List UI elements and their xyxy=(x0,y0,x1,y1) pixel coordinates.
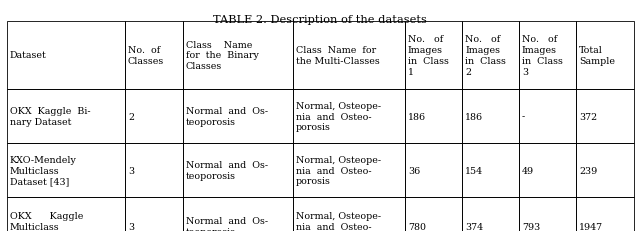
Bar xyxy=(7,22,125,90)
Bar xyxy=(125,197,183,231)
Text: 3: 3 xyxy=(128,222,134,231)
Bar xyxy=(405,22,462,90)
Text: 1947: 1947 xyxy=(579,222,603,231)
Bar xyxy=(405,197,462,231)
Bar xyxy=(183,197,293,231)
Bar xyxy=(576,22,634,90)
Text: KXO-Mendely
Multiclass
Dataset [43]: KXO-Mendely Multiclass Dataset [43] xyxy=(10,155,77,185)
Text: Class    Name
for  the  Binary
Classes: Class Name for the Binary Classes xyxy=(186,41,259,71)
Text: No.   of
Images
in  Class
1: No. of Images in Class 1 xyxy=(408,35,449,76)
Text: 186: 186 xyxy=(408,112,426,121)
Text: 2: 2 xyxy=(128,112,134,121)
Bar xyxy=(405,143,462,197)
Bar xyxy=(576,143,634,197)
Text: OKX  Kaggle  Bi-
nary Dataset: OKX Kaggle Bi- nary Dataset xyxy=(10,107,91,126)
Bar xyxy=(293,197,405,231)
Bar xyxy=(519,143,576,197)
Bar xyxy=(462,90,519,143)
Text: Class  Name  for
the Multi-Classes: Class Name for the Multi-Classes xyxy=(296,46,380,66)
Bar xyxy=(405,90,462,143)
Bar xyxy=(125,90,183,143)
Bar xyxy=(7,197,125,231)
Bar xyxy=(183,90,293,143)
Text: 186: 186 xyxy=(465,112,483,121)
Text: Normal  and  Os-
teoporosis: Normal and Os- teoporosis xyxy=(186,161,268,180)
Bar xyxy=(125,143,183,197)
Bar xyxy=(462,22,519,90)
Text: 49: 49 xyxy=(522,166,534,175)
Bar xyxy=(7,90,125,143)
Text: Normal  and  Os-
teoporosis: Normal and Os- teoporosis xyxy=(186,216,268,231)
Bar xyxy=(293,90,405,143)
Bar xyxy=(576,90,634,143)
Text: No.   of
Images
in  Class
3: No. of Images in Class 3 xyxy=(522,35,563,76)
Bar xyxy=(183,22,293,90)
Text: 36: 36 xyxy=(408,166,420,175)
Text: 780: 780 xyxy=(408,222,426,231)
Bar xyxy=(462,197,519,231)
Bar xyxy=(183,143,293,197)
Bar xyxy=(7,143,125,197)
Bar xyxy=(519,22,576,90)
Text: OKX      Kaggle
Multiclass
Dataset: OKX Kaggle Multiclass Dataset xyxy=(10,211,83,231)
Text: Normal, Osteope-
nia  and  Osteo-
porosis: Normal, Osteope- nia and Osteo- porosis xyxy=(296,101,381,132)
Text: Normal  and  Os-
teoporosis: Normal and Os- teoporosis xyxy=(186,107,268,126)
Text: TABLE 2. Description of the datasets: TABLE 2. Description of the datasets xyxy=(213,15,427,25)
Text: 793: 793 xyxy=(522,222,540,231)
Text: Normal, Osteope-
nia  and  Osteo-
porosis: Normal, Osteope- nia and Osteo- porosis xyxy=(296,211,381,231)
Bar xyxy=(519,197,576,231)
Text: Dataset: Dataset xyxy=(10,51,47,60)
Text: No.   of
Images
in  Class
2: No. of Images in Class 2 xyxy=(465,35,506,76)
Bar xyxy=(462,143,519,197)
Bar xyxy=(519,90,576,143)
Text: 154: 154 xyxy=(465,166,483,175)
Text: 239: 239 xyxy=(579,166,597,175)
Text: 372: 372 xyxy=(579,112,597,121)
Text: 3: 3 xyxy=(128,166,134,175)
Bar xyxy=(293,143,405,197)
Text: Total
Sample: Total Sample xyxy=(579,46,615,66)
Bar xyxy=(293,22,405,90)
Bar xyxy=(125,22,183,90)
Text: No.  of
Classes: No. of Classes xyxy=(128,46,164,66)
Text: Normal, Osteope-
nia  and  Osteo-
porosis: Normal, Osteope- nia and Osteo- porosis xyxy=(296,155,381,185)
Text: 374: 374 xyxy=(465,222,483,231)
Bar xyxy=(576,197,634,231)
Text: -: - xyxy=(522,112,525,121)
